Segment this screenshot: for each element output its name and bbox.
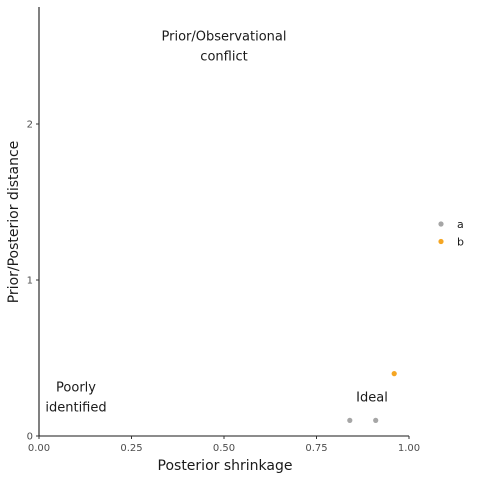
annotation-text: Prior/Observational — [162, 30, 287, 45]
data-point-a — [373, 417, 379, 423]
legend-label-b: b — [457, 236, 464, 249]
annotation-text: identified — [45, 401, 106, 416]
legend-key-b — [438, 238, 444, 245]
y-tick-label: 1 — [27, 276, 33, 287]
x-tick-label: 0.25 — [120, 443, 142, 454]
annotation-text: Poorly — [56, 381, 96, 396]
y-tick-label: 0 — [27, 432, 33, 443]
legend-label-a: a — [457, 218, 464, 231]
x-axis-title: Posterior shrinkage — [158, 458, 293, 474]
legend-key-a — [438, 221, 444, 227]
data-point-b — [391, 371, 397, 377]
x-tick-label: 0.00 — [28, 443, 50, 454]
annotations: Prior/Observational conflict Poorly identif… — [45, 30, 387, 416]
data-point-a — [347, 417, 353, 423]
legend: ab — [438, 218, 464, 249]
x-tick-label: 0.75 — [305, 443, 327, 454]
annotation-text: Ideal — [356, 391, 388, 406]
annotation-text: conflict — [200, 50, 247, 65]
x-tick-label: 0.50 — [213, 443, 235, 454]
y-axis-title: Prior/Posterior distance — [6, 141, 22, 304]
x-tick-label: 1.00 — [398, 443, 420, 454]
plot-area — [347, 371, 397, 423]
axes: 0.00 0.25 0.50 0.75 1.00 0 1 2 — [27, 7, 420, 454]
y-tick-label: 2 — [27, 120, 33, 131]
